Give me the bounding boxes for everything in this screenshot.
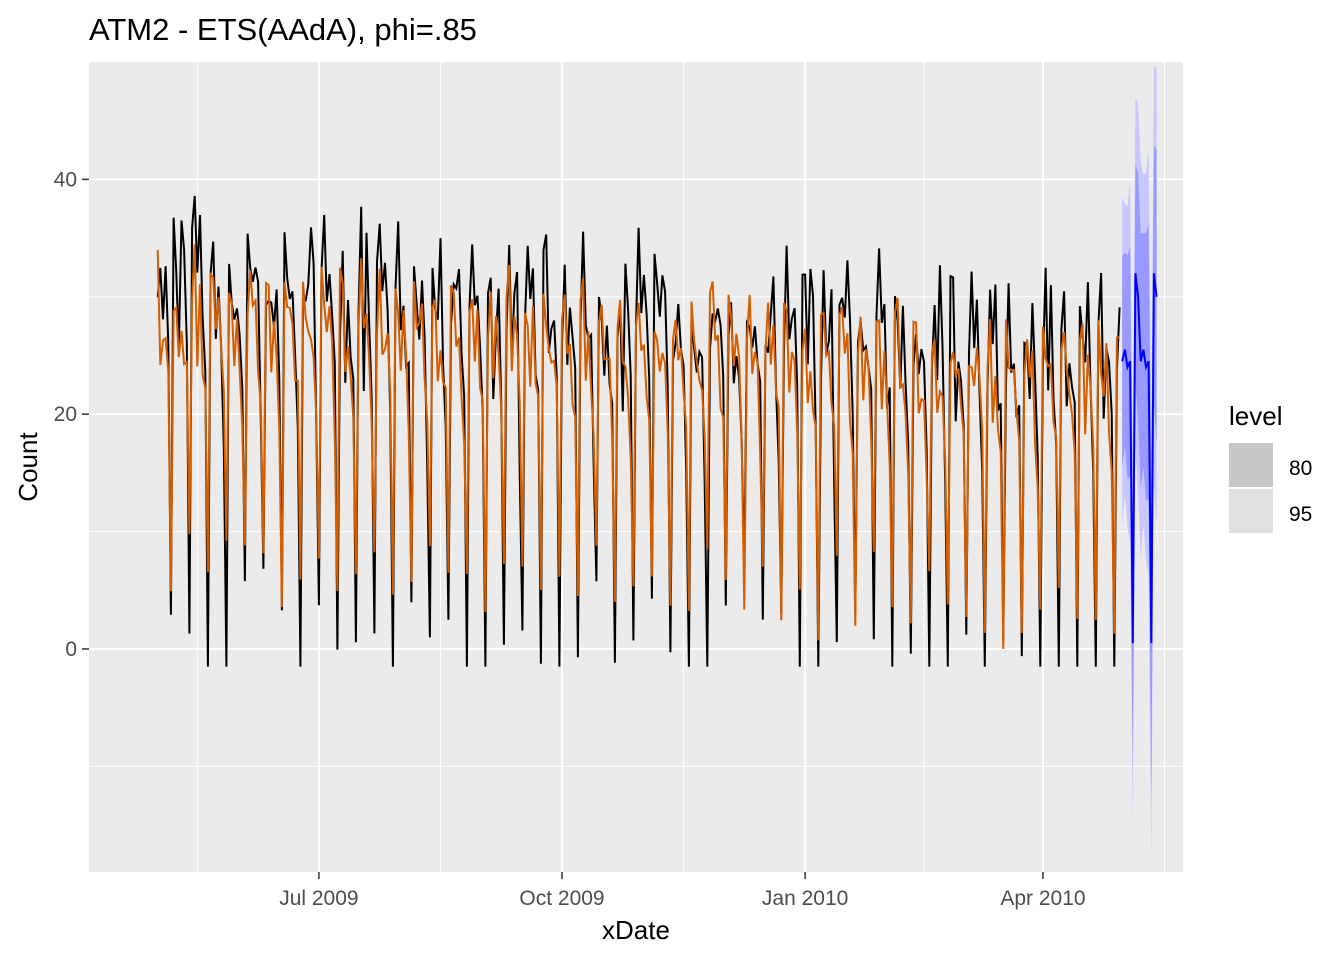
x-tick-label: Apr 2010 [1000,887,1085,910]
legend-label-95: 95 [1289,503,1312,526]
series-forecast-line [1121,273,1158,644]
x-tick-label: Oct 2009 [519,887,604,910]
y-tick-label: 20 [54,403,77,426]
legend-title: level [1229,401,1282,431]
y-axis: 0 20 40 [54,168,89,661]
legend: level 80 95 [1229,401,1312,533]
series-fitted-line [156,244,1120,650]
y-tick-label: 40 [54,168,77,191]
pi-80-band [1122,145,1157,800]
x-axis-title: xDate [602,915,670,945]
y-tick-label: 0 [65,638,77,661]
x-tick-label: Jan 2010 [762,887,848,910]
prediction-interval-80 [1122,145,1157,800]
y-axis-title: Count [13,432,43,502]
legend-label-80: 80 [1289,457,1312,480]
legend-key-80 [1229,443,1273,487]
x-tick-label: Jul 2009 [279,887,358,910]
chart-title: ATM2 - ETS(AAdA), phi=.85 [89,12,477,47]
x-axis: Jul 2009 Oct 2009 Jan 2010 Apr 2010 [279,872,1086,910]
legend-key-95 [1229,489,1273,533]
